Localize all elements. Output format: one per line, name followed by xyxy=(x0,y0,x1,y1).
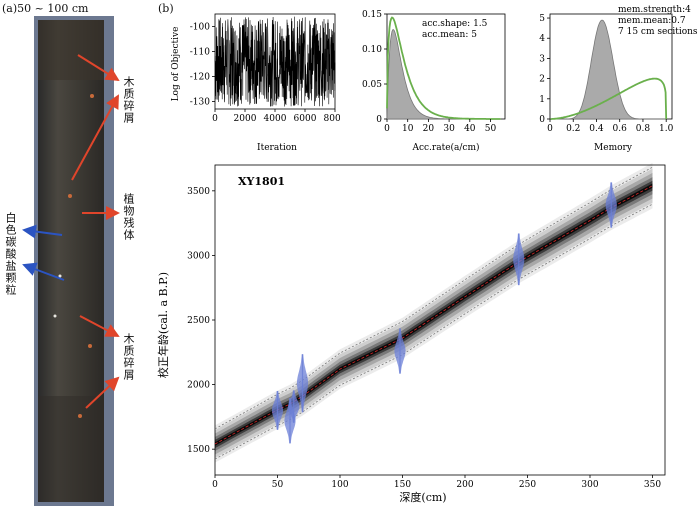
acc-annotation-shape: acc.shape: 1.5 xyxy=(422,19,488,29)
memory-annotation-sections: 7 15 cm secitions xyxy=(618,27,698,37)
memory-ytick-label: 1 xyxy=(539,95,545,105)
memory-xtick-label: 0.4 xyxy=(589,124,604,134)
main-ylabel: 校正年龄(cal. a B.P.) xyxy=(156,272,170,378)
acc-ytick-label: 0 xyxy=(376,115,382,125)
panel-b-label: (b) xyxy=(158,2,174,15)
main-xlabel: 深度(cm) xyxy=(399,490,446,504)
trace-ytick-label: -110 xyxy=(190,48,210,58)
memory-xtick-label: 0.2 xyxy=(566,124,580,134)
main-ytick-label: 2000 xyxy=(187,381,210,391)
annotation-plant-remains: 植物残体 xyxy=(122,193,135,241)
memory-ytick-label: 5 xyxy=(539,14,545,24)
panel-a-label: (a)50 ~ 100 cm xyxy=(2,2,89,15)
main-ytick-label: 3500 xyxy=(187,187,210,197)
arrow-carbonate-b xyxy=(22,262,65,281)
model-band-layer-0 xyxy=(215,162,653,463)
annotation-carbonate-grains: 白色碳酸盐颗粒 xyxy=(4,212,17,296)
acc-ytick-label: 0.15 xyxy=(362,10,382,20)
arrow-wood-2b xyxy=(85,376,120,409)
trace-ylabel: Log of Objective xyxy=(171,27,181,102)
main-xtick-label: 0 xyxy=(212,480,218,490)
main-chart-title: XY1801 xyxy=(238,175,285,188)
main-xtick-label: 100 xyxy=(331,480,348,490)
main-xtick-label: 200 xyxy=(456,480,473,490)
memory-prior-curve xyxy=(550,77,668,120)
main-ytick-label: 1500 xyxy=(187,445,210,455)
acc-xtick-label: 50 xyxy=(485,124,497,134)
annotation-wood-debris-2: 木质碎屑 xyxy=(122,333,135,381)
trace-xtick-label: 2000 xyxy=(234,114,257,124)
acc-posterior-area xyxy=(386,29,501,120)
acc-xtick-label: 10 xyxy=(402,124,414,134)
chart-age-depth: 0 50 100 150 200 250 300 350 1500 2000 2500 3000 350… xyxy=(156,162,666,504)
memory-annotation-mean: mem.mean:0.7 xyxy=(618,16,686,26)
model-median-line xyxy=(214,185,653,445)
trace-xtick-label: 4000 xyxy=(264,114,287,124)
acc-annotation-mean: acc.mean: 5 xyxy=(422,30,477,40)
trace-xtick-label: 6000 xyxy=(294,114,317,124)
acc-prior-curve xyxy=(386,16,501,120)
acc-xtick-label: 0 xyxy=(384,124,390,134)
memory-xtick-label: 0.8 xyxy=(636,124,651,134)
main-ytick-label: 3000 xyxy=(187,251,210,261)
main-xtick-label: 50 xyxy=(272,480,284,490)
trace-ytick-label: -130 xyxy=(190,98,210,108)
chart-memory: 0 0.2 0.4 0.6 0.8 1.0 0 1 2 3 4 5 mem.strength:4 me… xyxy=(539,5,698,153)
annotation-wood-debris-1: 木质碎屑 xyxy=(122,76,135,124)
memory-xtick-label: 0.6 xyxy=(613,124,628,134)
acc-xtick-label: 20 xyxy=(423,124,435,134)
memory-ytick-label: 3 xyxy=(539,54,545,64)
trace-xtick-label: 8000 xyxy=(324,114,340,124)
memory-xtick-label: 0 xyxy=(547,124,553,134)
core-arrows xyxy=(22,54,120,409)
main-xtick-label: 250 xyxy=(519,480,536,490)
main-xtick-label: 300 xyxy=(581,480,598,490)
acc-ytick-label: 0.05 xyxy=(362,80,382,90)
core-photo xyxy=(34,16,114,506)
acc-xlabel: Acc.rate(a/cm) xyxy=(411,142,479,153)
memory-posterior-area xyxy=(550,19,667,120)
main-ytick-label: 2500 xyxy=(187,316,210,326)
trace-ytick-label: -120 xyxy=(190,73,210,83)
model-ci-lower xyxy=(214,203,653,460)
acc-xtick-label: 40 xyxy=(464,124,476,134)
trace-series-line xyxy=(214,16,336,107)
memory-xtick-label: 1.0 xyxy=(659,124,674,134)
arrow-wood-1b xyxy=(71,94,119,181)
memory-xlabel: Memory xyxy=(594,143,633,153)
memory-ytick-label: 0 xyxy=(539,115,545,125)
trace-xtick-label: 0 xyxy=(212,114,218,124)
main-xtick-label: 350 xyxy=(644,480,661,490)
memory-annotation-strength: mem.strength:4 xyxy=(618,5,691,15)
trace-xlabel: Iteration xyxy=(257,143,297,153)
acc-xtick-label: 30 xyxy=(443,124,455,134)
chart-iteration-trace: 0 2000 4000 6000 8000 -100 -110 -120 -130 Log of… xyxy=(171,13,340,153)
arrow-wood-1a xyxy=(77,54,120,82)
arrow-carbonate-a xyxy=(22,224,63,239)
trace-ytick-label: -100 xyxy=(190,23,210,33)
arrow-wood-2a xyxy=(79,315,120,337)
memory-ytick-label: 2 xyxy=(539,75,545,85)
memory-ytick-label: 4 xyxy=(539,34,545,44)
main-xtick-label: 150 xyxy=(394,480,411,490)
acc-ytick-label: 0.10 xyxy=(362,45,382,55)
